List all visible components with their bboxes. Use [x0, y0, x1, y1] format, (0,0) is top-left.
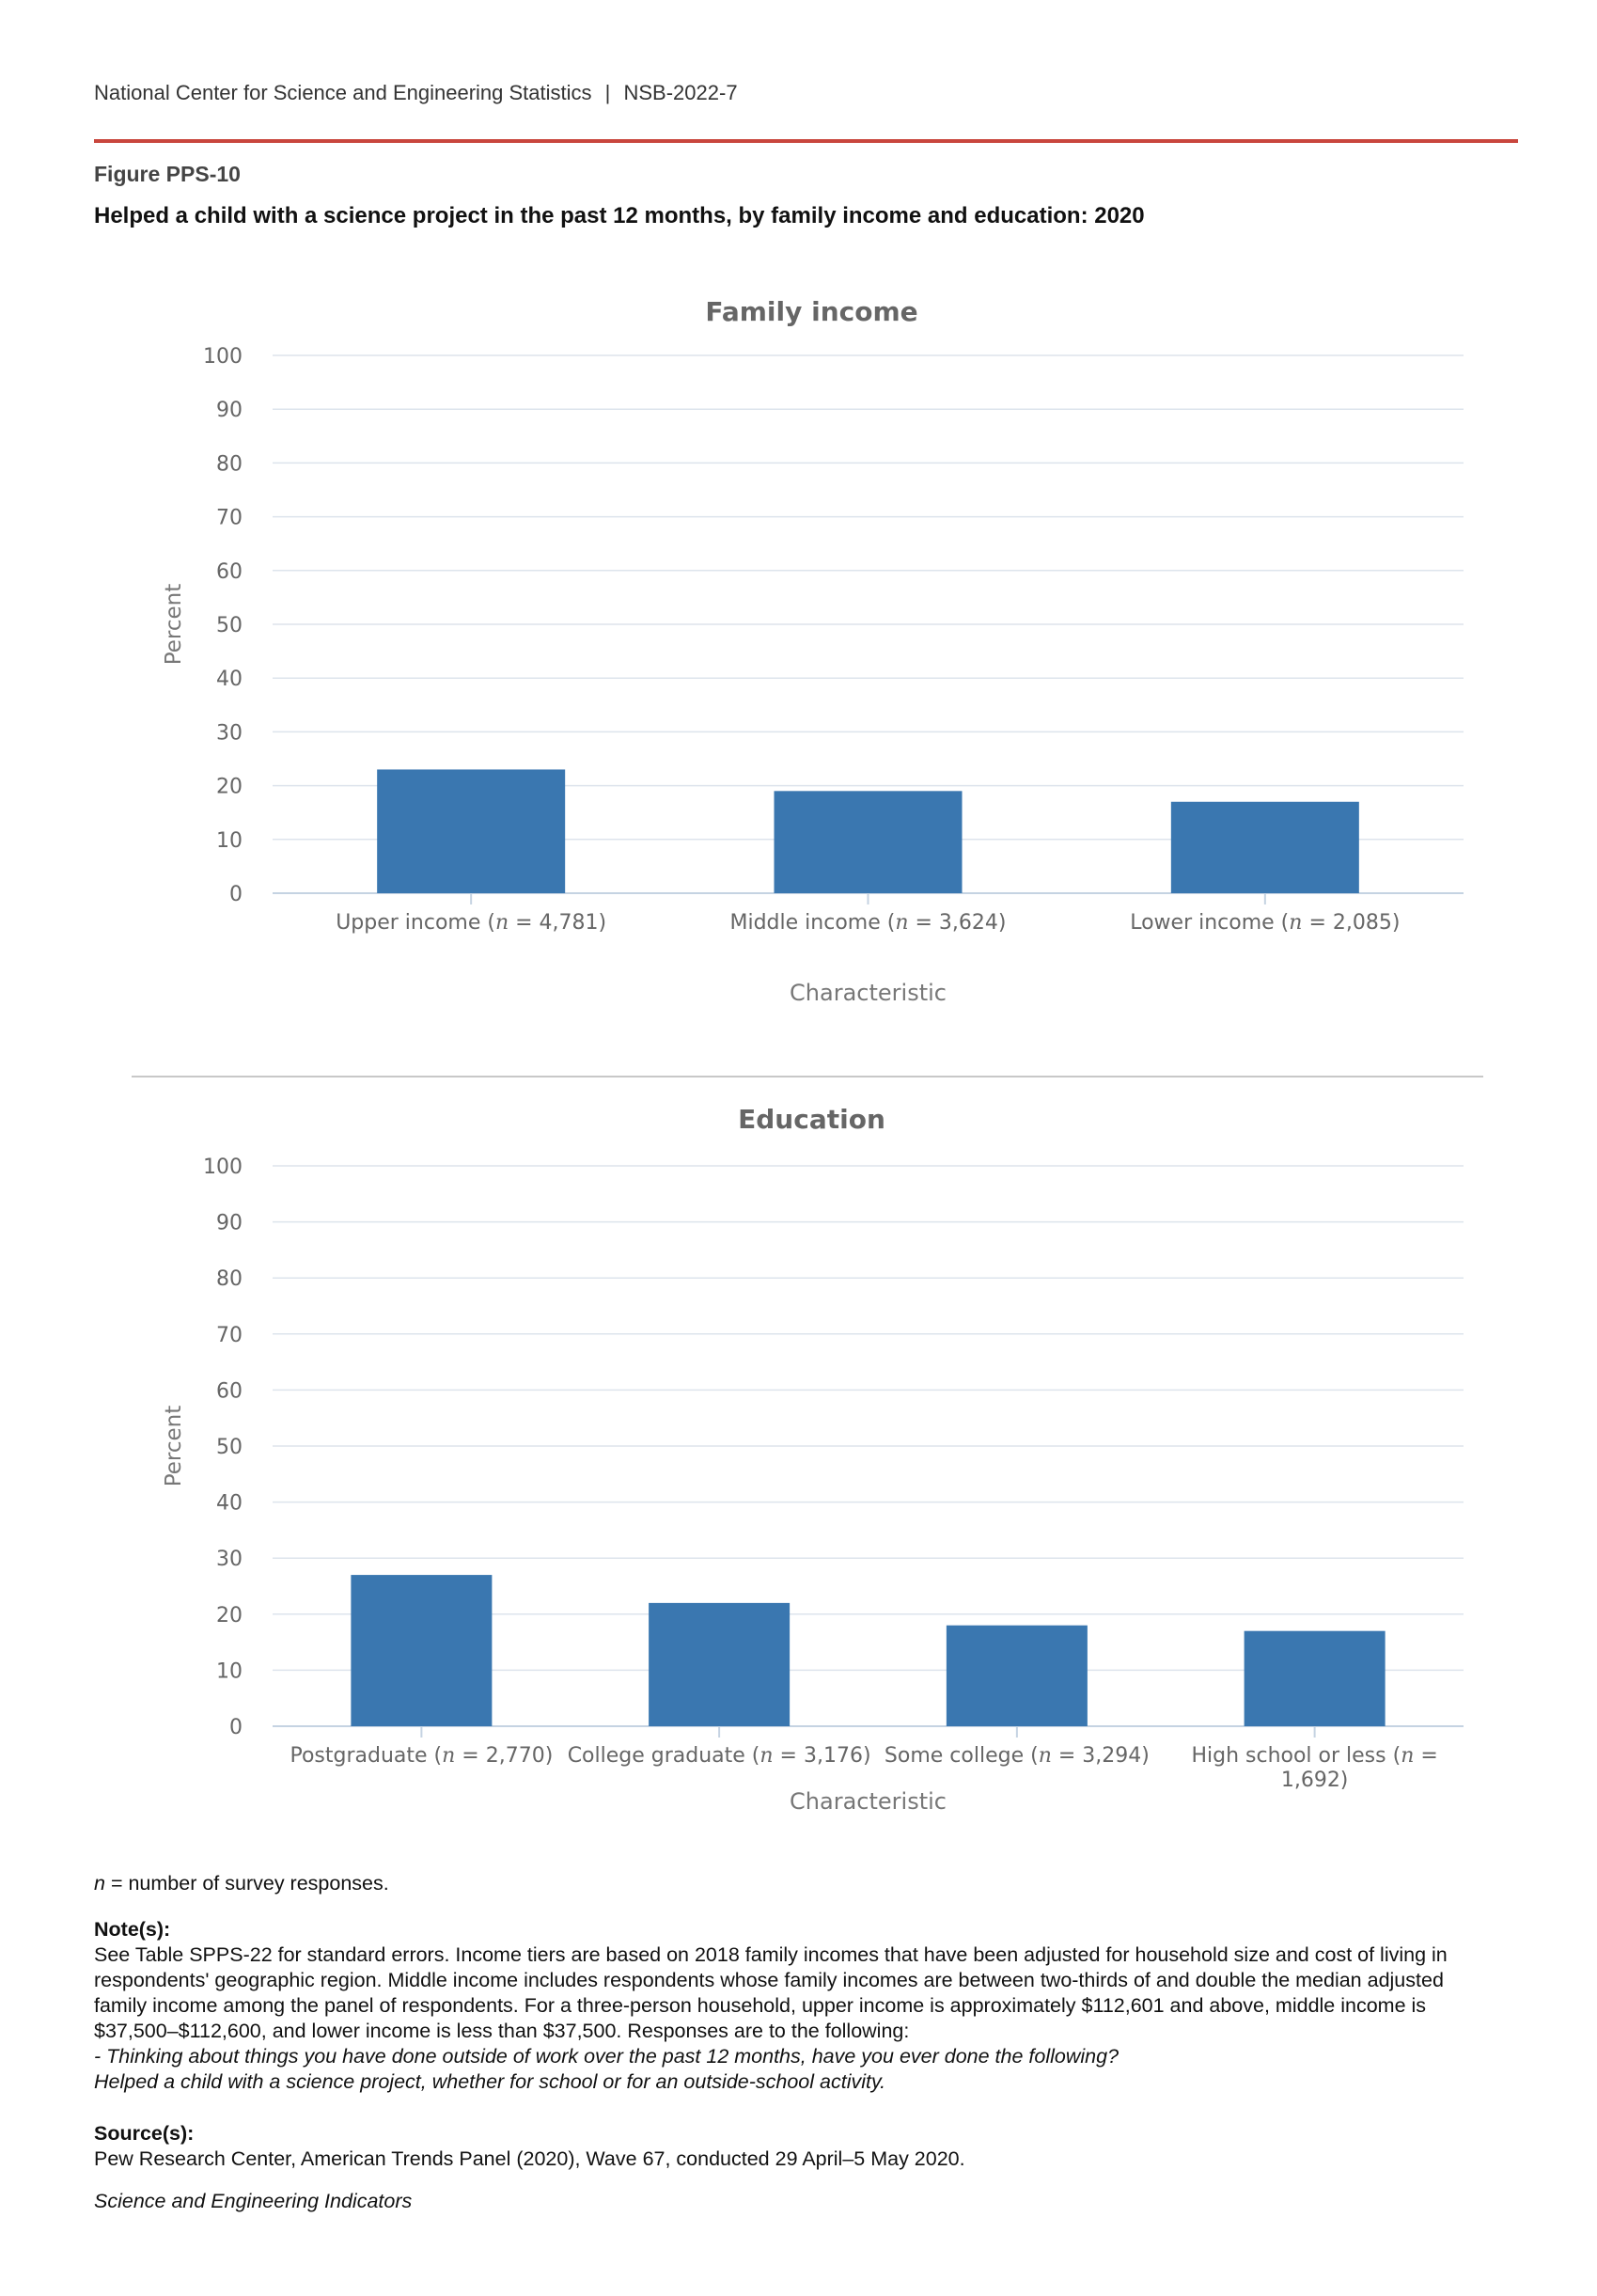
y-tick-label: 70 — [216, 1324, 243, 1347]
notes-block: Note(s): See Table SPPS-22 for standard … — [94, 1917, 1485, 2095]
notes-text: See Table SPPS-22 for standard errors. I… — [94, 1943, 1448, 2042]
y-tick-label: 50 — [216, 614, 243, 637]
figure-number: Figure PPS-10 — [94, 162, 241, 186]
sources-label: Source(s): — [94, 2122, 195, 2145]
y-tick-label: 10 — [216, 829, 243, 853]
y-tick-label: 50 — [216, 1436, 243, 1459]
report-number: NSB-2022-7 — [623, 81, 738, 104]
x-axis-label: Characteristic — [790, 980, 947, 1006]
y-tick-label: 90 — [216, 1212, 243, 1235]
header-separator: | — [604, 81, 611, 104]
x-tick-label: Upper income (n = 4,781) — [336, 911, 606, 935]
sources-text: Pew Research Center, American Trends Pan… — [94, 2147, 965, 2170]
x-tick-label: College graduate (n = 3,176) — [568, 1744, 871, 1768]
bar — [377, 769, 566, 893]
x-tick-label: High school or less (n = — [1191, 1744, 1437, 1768]
y-axis-label: Percent — [162, 584, 186, 666]
y-tick-label: 0 — [229, 883, 243, 906]
y-tick-label: 60 — [216, 1379, 243, 1403]
y-tick-label: 80 — [216, 1267, 243, 1291]
bar — [1170, 801, 1359, 893]
x-tick-label: Middle income (n = 3,624) — [730, 911, 1007, 935]
chart-title: Family income — [705, 296, 917, 327]
x-tick-label: Lower income (n = 2,085) — [1130, 911, 1400, 935]
notes-label: Note(s): — [94, 1918, 171, 1941]
bar — [351, 1575, 493, 1726]
bar — [774, 791, 963, 893]
x-tick-label: Postgraduate (n = 2,770) — [290, 1744, 553, 1768]
bar — [946, 1625, 1088, 1726]
sources-block: Source(s): Pew Research Center, American… — [94, 2121, 1485, 2172]
bar — [649, 1602, 791, 1726]
y-tick-label: 20 — [216, 776, 243, 799]
n-definition-text: = number of survey responses. — [104, 1872, 389, 1895]
y-axis-label: Percent — [162, 1406, 186, 1487]
y-tick-label: 100 — [203, 1156, 243, 1179]
x-tick-label: Some college (n = 3,294) — [885, 1744, 1150, 1768]
survey-question-2: Helped a child with a science project, w… — [94, 2070, 886, 2093]
x-tick-label-line2: 1,692) — [1281, 1769, 1349, 1792]
y-tick-label: 90 — [216, 399, 243, 422]
y-tick-label: 0 — [229, 1716, 243, 1739]
n-definition: n = number of survey responses. — [94, 1871, 1485, 1896]
n-symbol: n — [94, 1872, 105, 1895]
y-tick-label: 40 — [216, 1492, 243, 1516]
charts-canvas: Family income0102030405060708090100Perce… — [162, 296, 1464, 1815]
header-rule — [94, 139, 1518, 143]
chart-separator — [132, 1076, 1483, 1077]
x-axis-label: Characteristic — [790, 1788, 947, 1815]
y-tick-label: 70 — [216, 507, 243, 530]
page-header: National Center for Science and Engineer… — [94, 81, 738, 105]
y-tick-label: 100 — [203, 345, 243, 369]
chart-2: Education 0 10 20 30 40 50 60 70 80 90 100 Percent Ch… — [162, 1104, 1464, 1815]
y-tick-label: 30 — [216, 721, 243, 745]
agency-name: National Center for Science and Engineer… — [94, 81, 592, 104]
y-tick-label: 20 — [216, 1604, 243, 1628]
bar — [1244, 1630, 1386, 1726]
figure-title: Helped a child with a science project in… — [94, 203, 1145, 228]
survey-question-1: - Thinking about things you have done ou… — [94, 2045, 1119, 2068]
y-tick-label: 30 — [216, 1548, 243, 1571]
y-tick-label: 10 — [216, 1659, 243, 1683]
chart-title: Education — [738, 1104, 885, 1135]
chart-1: Family income 0 10 20 30 40 50 60 70 80 90 100 Perce… — [162, 296, 1464, 1006]
y-tick-label: 80 — [216, 452, 243, 476]
y-tick-label: 40 — [216, 668, 243, 691]
publication-name: Science and Engineering Indicators — [94, 2190, 413, 2212]
y-tick-label: 60 — [216, 560, 243, 584]
